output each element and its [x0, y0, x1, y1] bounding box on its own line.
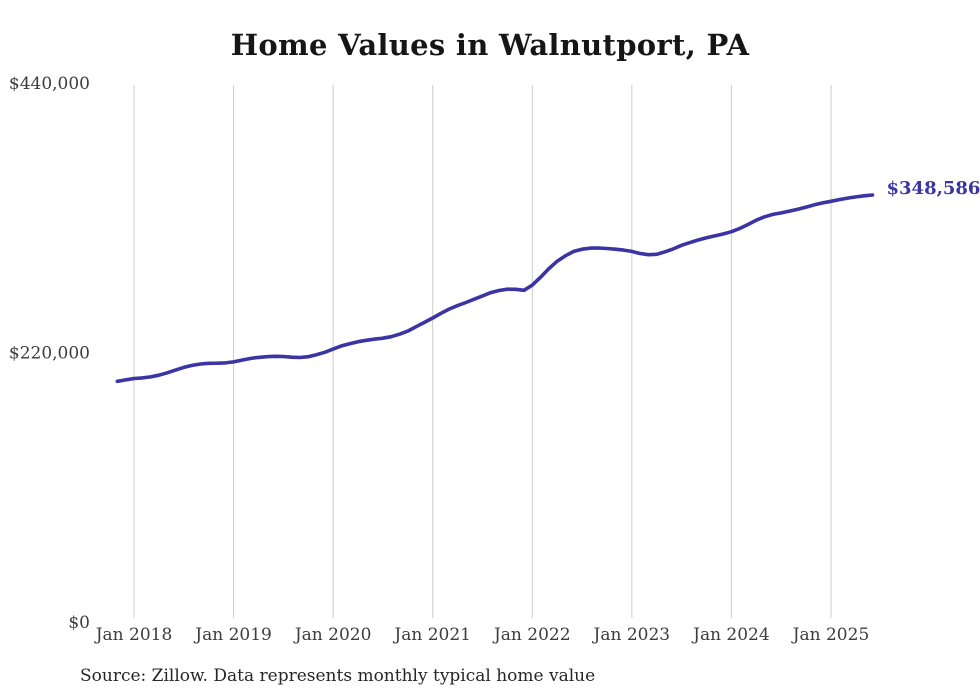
x-axis-tick-label: Jan 2020	[293, 625, 372, 645]
x-axis-labels: Jan 2018 Jan 2019 Jan 2020 Jan 2021 Jan 2022…	[94, 625, 870, 645]
latest-value-label: $348,586	[887, 178, 980, 199]
x-axis-tick-label: Jan 2021	[392, 625, 471, 645]
chart-title: Home Values in Walnutport, PA	[230, 28, 750, 62]
home-value-line	[115, 193, 875, 384]
x-axis-tick-label: Jan 2019	[193, 625, 272, 645]
y-axis-tick-label: $0	[68, 613, 90, 633]
x-axis-tick-label: Jan 2022	[492, 625, 571, 645]
x-axis-tick-label: Jan 2018	[94, 625, 173, 645]
y-axis-labels: $440,000 $220,000 $0	[9, 74, 90, 633]
x-axis-tick-label: Jan 2024	[691, 625, 770, 645]
x-axis-tick-label: Jan 2023	[592, 625, 671, 645]
y-axis-tick-label: $220,000	[9, 344, 90, 364]
source-note: Source: Zillow. Data represents monthly …	[80, 666, 596, 686]
gridlines	[133, 85, 832, 618]
x-axis-tick-label: Jan 2025	[791, 625, 870, 645]
y-axis-tick-label: $440,000	[9, 74, 90, 94]
